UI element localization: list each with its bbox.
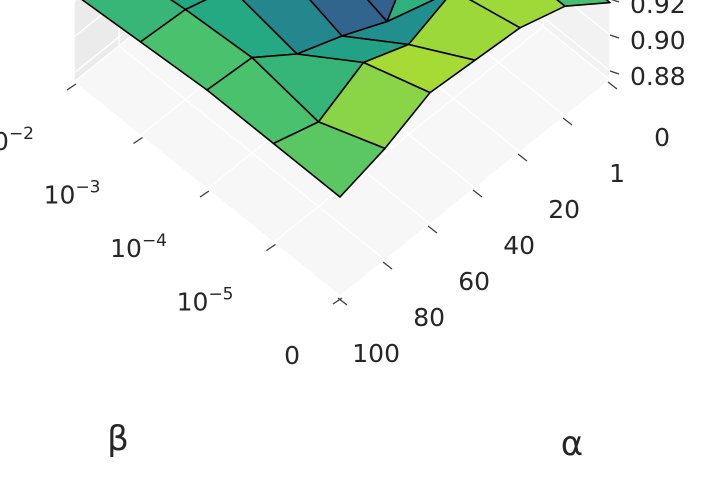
beta-tick-label: 0 — [284, 341, 300, 370]
surface — [81, 0, 611, 198]
beta-tick-mark — [199, 190, 210, 198]
alpha-tick-label: 40 — [503, 231, 535, 260]
z-tick-label: 0.92 — [630, 0, 686, 19]
z-tick-mark — [609, 34, 620, 39]
alpha-tick-mark — [562, 117, 573, 126]
alpha-tick-label: 1 — [609, 159, 625, 188]
alpha-tick-label: 20 — [548, 195, 580, 224]
z-tick-label: 0.88 — [630, 62, 686, 91]
beta-tick-label: 10−2 — [0, 124, 34, 156]
alpha-tick-mark — [607, 81, 618, 90]
beta-tick-mark — [332, 297, 343, 305]
alpha-tick-mark — [382, 261, 393, 270]
z-tick-mark — [609, 70, 620, 75]
alpha-tick-mark — [427, 225, 438, 234]
tick-marks — [66, 0, 620, 306]
beta-tick-mark — [66, 83, 77, 91]
alpha-tick-mark — [472, 189, 483, 198]
beta-axis-label: β — [107, 419, 129, 459]
alpha-tick-label: 60 — [458, 267, 490, 296]
alpha-tick-label: 0 — [654, 123, 670, 152]
beta-tick-label: 10−4 — [110, 231, 167, 263]
alpha-tick-label: 80 — [413, 303, 445, 332]
z-tick-label: 0.90 — [630, 26, 686, 55]
beta-tick-mark — [266, 244, 276, 251]
surface-face — [272, 121, 386, 198]
beta-tick-mark — [133, 137, 143, 144]
beta-tick-label: 10−3 — [44, 178, 101, 210]
z-tick-mark — [611, 0, 620, 3]
surface-face — [556, 0, 611, 7]
alpha-axis-label: α — [561, 424, 583, 464]
alpha-tick-mark — [517, 153, 528, 162]
alpha-tick-label: 100 — [352, 339, 400, 368]
surface-face — [169, 0, 208, 11]
grid-line-beta — [339, 0, 611, 297]
beta-tick-label: 10−5 — [177, 285, 234, 317]
